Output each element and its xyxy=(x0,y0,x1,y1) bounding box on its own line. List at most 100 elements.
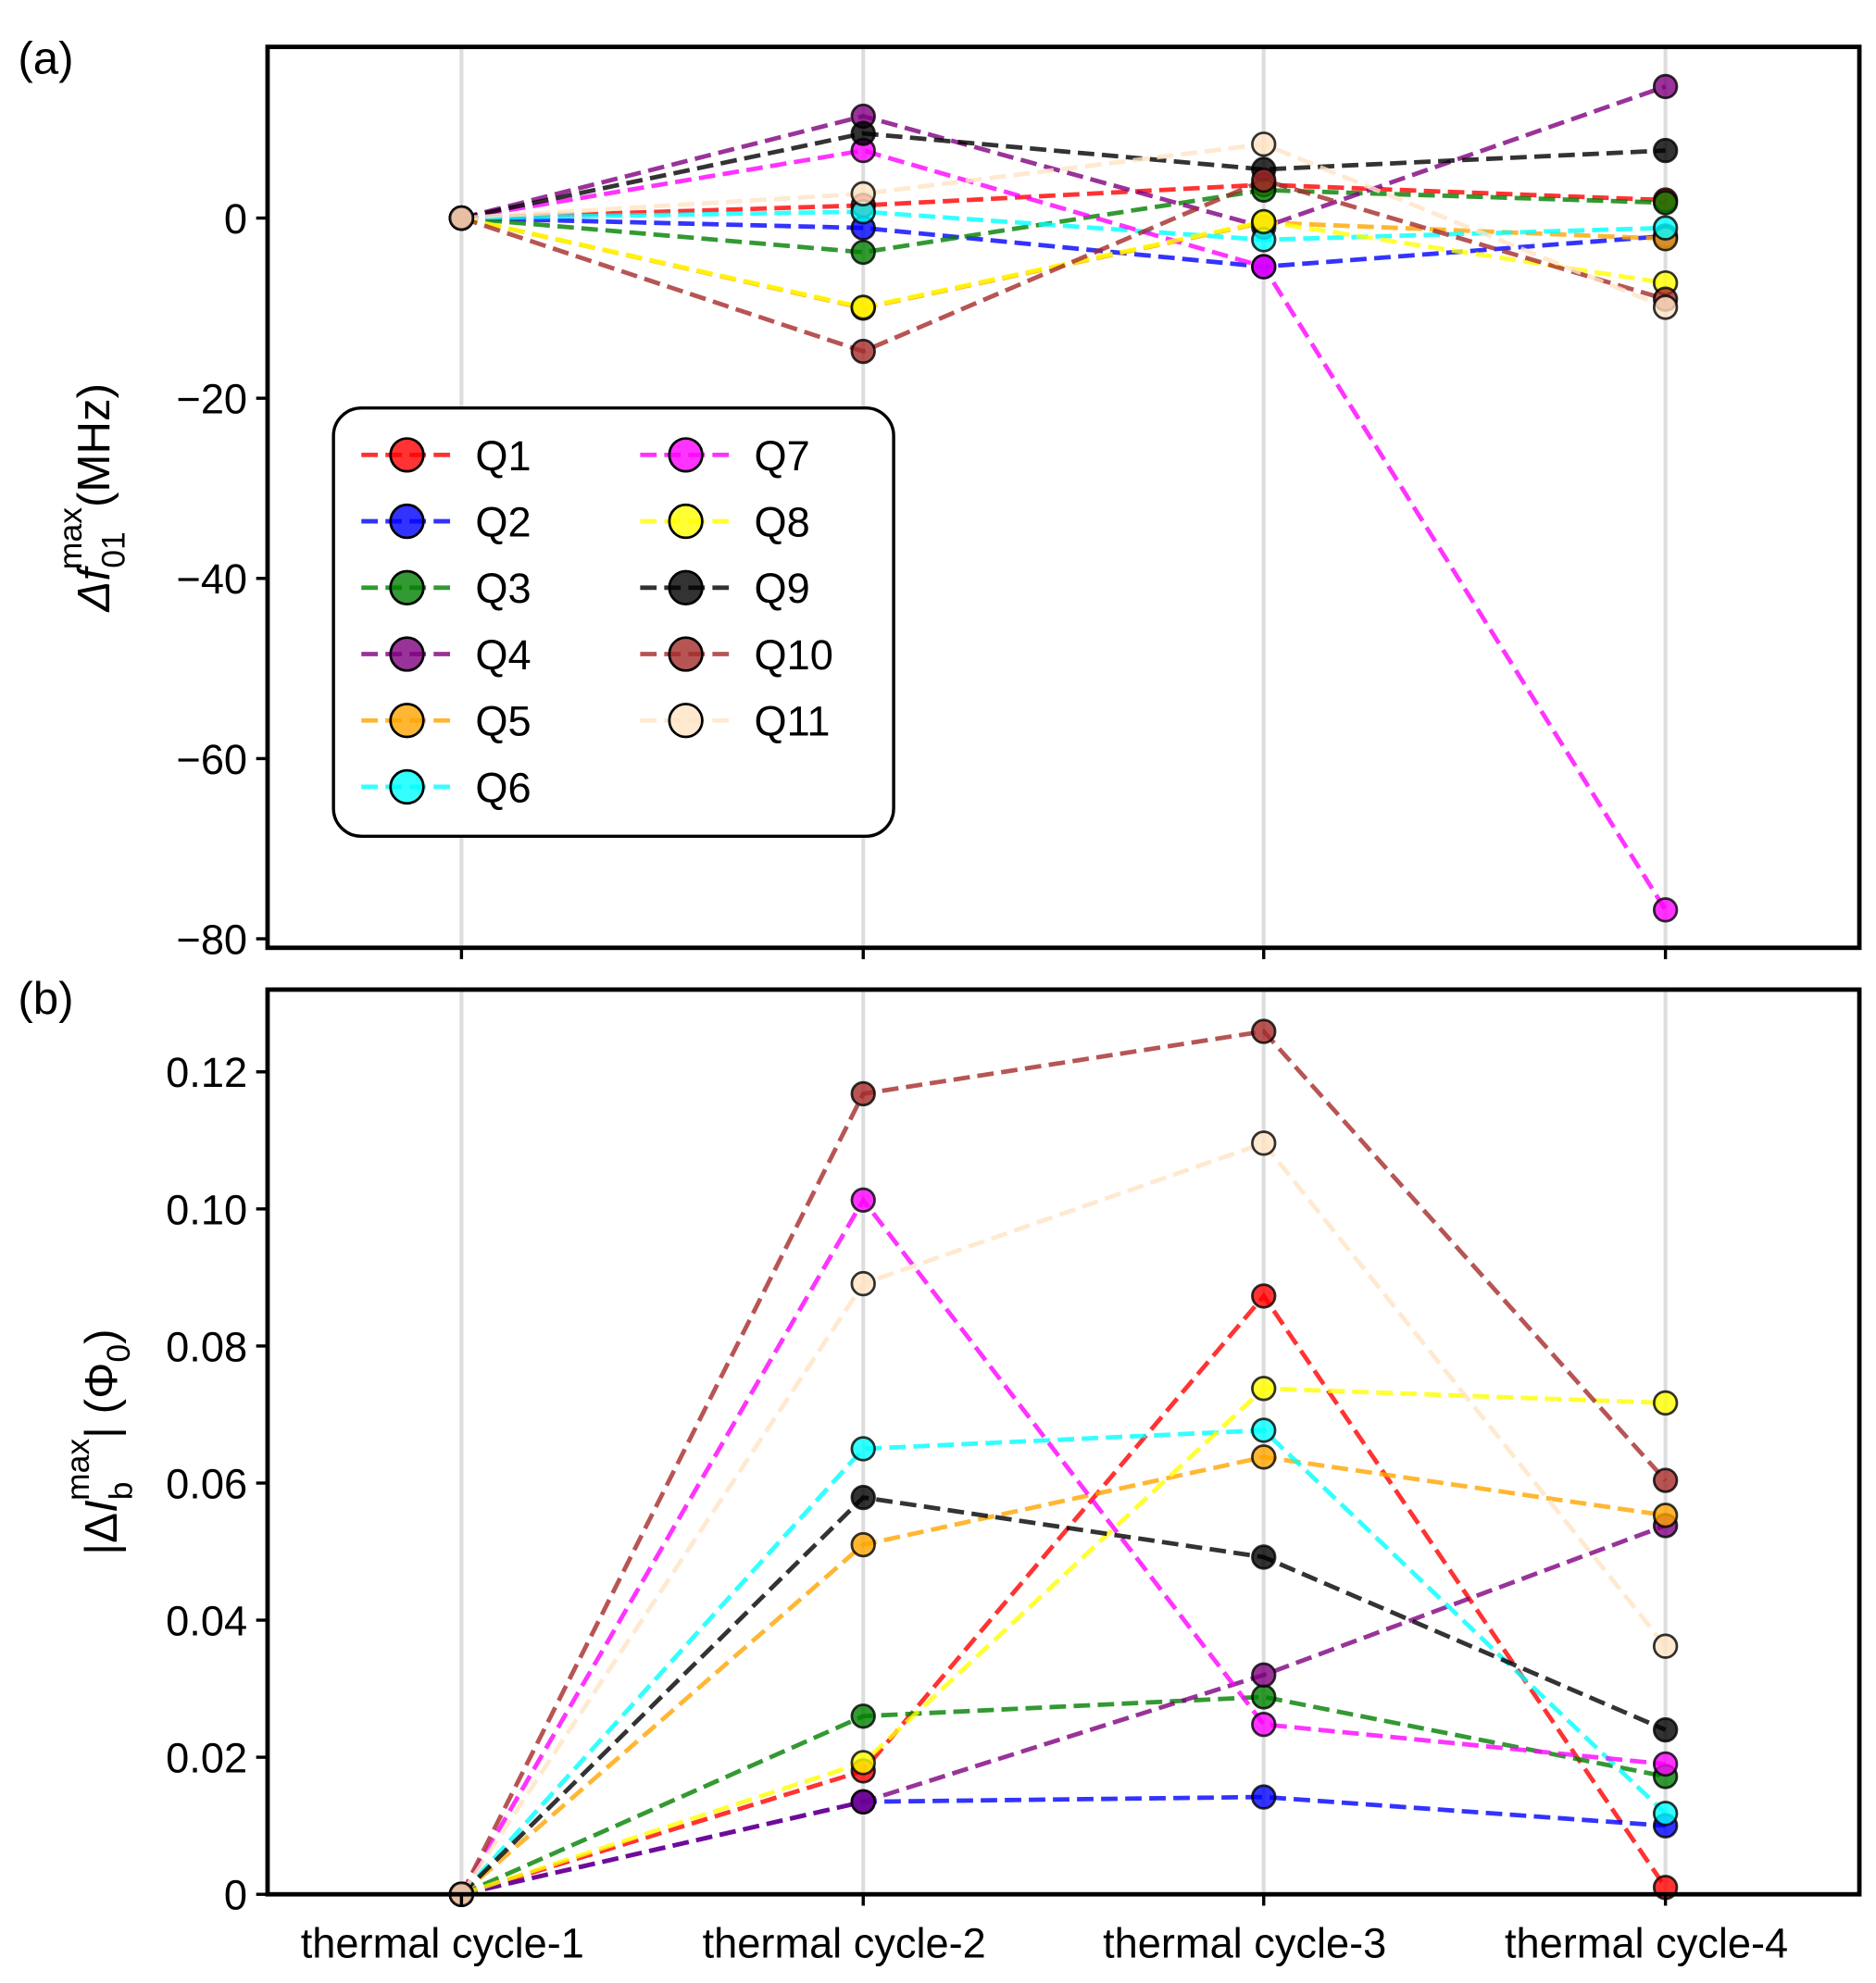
data-point-q10 xyxy=(850,338,876,365)
y-tick-label: 0.10 xyxy=(166,1186,247,1233)
legend-marker xyxy=(668,703,704,739)
data-point-q11 xyxy=(850,1270,876,1297)
data-point-q10 xyxy=(850,1080,876,1107)
ylabel-unit-sub: 0 xyxy=(100,1344,137,1363)
data-point-q7 xyxy=(1251,1711,1277,1738)
legend-label: Q5 xyxy=(475,698,531,745)
data-point-q9 xyxy=(850,1484,876,1511)
ylabel-unit: (MHz) xyxy=(69,383,119,507)
series-line-q6 xyxy=(461,209,1666,243)
y-tick-label: 0 xyxy=(224,1872,247,1919)
y-tick-label: −40 xyxy=(176,555,247,603)
ylabel-sup: max xyxy=(52,507,89,569)
x-tick-label: thermal cycle-3 xyxy=(1103,1920,1386,1967)
y-tick-label: 0.08 xyxy=(166,1323,247,1370)
data-point-q8 xyxy=(850,1750,876,1776)
ylabel-var: I xyxy=(76,1500,127,1513)
legend-label: Q8 xyxy=(755,499,810,546)
series-line-q10 xyxy=(459,1029,1668,1896)
data-point-q9 xyxy=(850,120,876,146)
data-point-q8 xyxy=(1251,208,1277,235)
legend-label: Q2 xyxy=(475,499,531,546)
panel-b: 0 0.02 0.04 0.06 0.08 0.10 0.12 thermal cycle-1… xyxy=(18,973,1862,1967)
data-point-q6 xyxy=(1652,215,1679,241)
data-point-q6 xyxy=(850,1436,876,1462)
legend-label: Q10 xyxy=(755,631,833,679)
y-tick-label: 0 xyxy=(224,195,247,243)
data-point-q10 xyxy=(1251,1018,1277,1044)
series-line-q9 xyxy=(459,1494,1667,1896)
data-point-q11 xyxy=(1652,1633,1679,1659)
data-point-q2 xyxy=(1251,1784,1277,1810)
data-point-q6 xyxy=(1251,1417,1277,1443)
legend-item-q11: Q11 xyxy=(640,698,831,745)
data-point-q4 xyxy=(850,1789,876,1815)
series-line-q11 xyxy=(461,142,1667,310)
y-tick-label: 0.02 xyxy=(166,1735,247,1782)
series-line-q3 xyxy=(461,187,1666,255)
y-tick-label: −80 xyxy=(176,916,247,963)
legend-item-q6: Q6 xyxy=(361,764,532,811)
data-point-q7 xyxy=(1652,897,1679,923)
series-line-q7 xyxy=(460,148,1668,912)
series-line-q2 xyxy=(461,216,1666,269)
x-tick-label: thermal cycle-2 xyxy=(703,1920,986,1967)
data-point-q7 xyxy=(1251,254,1277,280)
data-point-q7 xyxy=(850,1187,876,1213)
data-point-q9 xyxy=(1251,1544,1277,1570)
legend-label: Q3 xyxy=(475,565,531,612)
series-line-q2 xyxy=(460,1794,1666,1897)
legend-item-q7: Q7 xyxy=(640,432,810,480)
data-point-q9 xyxy=(1652,137,1679,164)
ylabel-var: f xyxy=(69,564,119,580)
legend-marker xyxy=(668,569,704,605)
legend-marker xyxy=(389,503,425,540)
panel-label: (a) xyxy=(18,32,73,83)
data-point-q9 xyxy=(1652,1716,1679,1743)
legend-marker xyxy=(668,636,704,672)
legend-marker xyxy=(389,703,425,739)
series-line-q4 xyxy=(460,1523,1667,1897)
legend-marker xyxy=(389,768,425,805)
legend-marker xyxy=(389,437,425,473)
legend-item-q4: Q4 xyxy=(361,631,532,679)
legend-item-q3: Q3 xyxy=(361,565,532,612)
legend-item-q1: Q1 xyxy=(361,432,532,480)
axes-frame xyxy=(265,44,1862,951)
legend-marker xyxy=(668,503,704,540)
data-point-q10 xyxy=(1652,1467,1679,1493)
series-line-q6 xyxy=(459,1428,1668,1896)
data-point-q3 xyxy=(1251,1684,1277,1710)
data-point-q5 xyxy=(850,1531,876,1558)
legend-item-q2: Q2 xyxy=(361,499,532,546)
y-tick-label: −20 xyxy=(176,376,247,423)
legend-label: Q6 xyxy=(475,764,531,811)
legend-label: Q4 xyxy=(475,631,531,679)
legend-label: Q9 xyxy=(755,565,810,612)
legend-item-q9: Q9 xyxy=(640,565,810,612)
ylabel-delta: |Δ xyxy=(76,1513,127,1555)
series-line-q4 xyxy=(460,84,1667,230)
data-point-q11 xyxy=(1251,131,1277,157)
series-line-q7 xyxy=(459,1195,1666,1896)
data-point-q1 xyxy=(1251,1283,1277,1309)
legend-label: Q11 xyxy=(755,698,831,745)
ylabel-sub: 01 xyxy=(94,531,131,568)
legend: Q1 Q2 Q3 Q4 Q5 Q6 Q7 Q8 Q9 Q10 Q11 xyxy=(331,406,895,839)
data-point-q11 xyxy=(850,181,876,206)
y-tick-label: 0.12 xyxy=(166,1049,247,1096)
series-line-q1 xyxy=(461,182,1666,220)
y-tick-label: −60 xyxy=(176,736,247,783)
axes-frame xyxy=(265,987,1862,1897)
y-tick-label: 0.04 xyxy=(166,1597,247,1644)
data-point-q8 xyxy=(850,294,876,320)
data-point-q3 xyxy=(1652,190,1679,216)
series-line-q5 xyxy=(459,1454,1666,1896)
data-point-q11 xyxy=(1251,1130,1277,1156)
ylabel-unit: | (Φ xyxy=(76,1363,127,1439)
data-point-q4 xyxy=(1251,1662,1277,1688)
legend-item-q8: Q8 xyxy=(640,499,810,546)
data-point-q11 xyxy=(448,205,475,231)
legend-frame xyxy=(331,406,895,839)
ylabel-unit-end: ) xyxy=(76,1328,127,1343)
